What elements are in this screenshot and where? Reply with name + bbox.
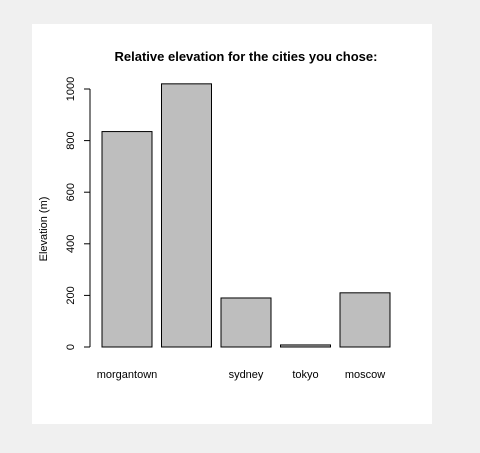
y-tick-label-0: 0 [65,344,77,350]
category-label-0: morgantown [97,369,158,381]
y-tick-label-3: 600 [65,183,77,201]
chart-title: Relative elevation for the cities you ch… [115,49,378,64]
plot-panel: Relative elevation for the cities you ch… [32,24,432,424]
bar-chart: Relative elevation for the cities you ch… [32,24,432,424]
bar-0 [102,132,152,347]
y-axis-label: Elevation (m) [38,197,50,262]
bar-3 [281,345,331,347]
bar-2 [221,298,271,347]
y-tick-label-1: 200 [65,286,77,304]
y-axis-ticks: 0 200 400 600 800 1000 [65,77,90,350]
category-label-3: tokyo [292,369,318,381]
category-labels: morgantown sydney tokyo moscow [97,369,386,381]
y-tick-label-4: 800 [65,131,77,149]
category-label-4: moscow [345,369,385,381]
bars [102,84,390,347]
y-tick-label-2: 400 [65,235,77,253]
y-tick-label-5: 1000 [65,77,77,101]
category-label-2: sydney [229,369,264,381]
bar-1 [162,84,212,347]
bar-4 [340,293,390,347]
